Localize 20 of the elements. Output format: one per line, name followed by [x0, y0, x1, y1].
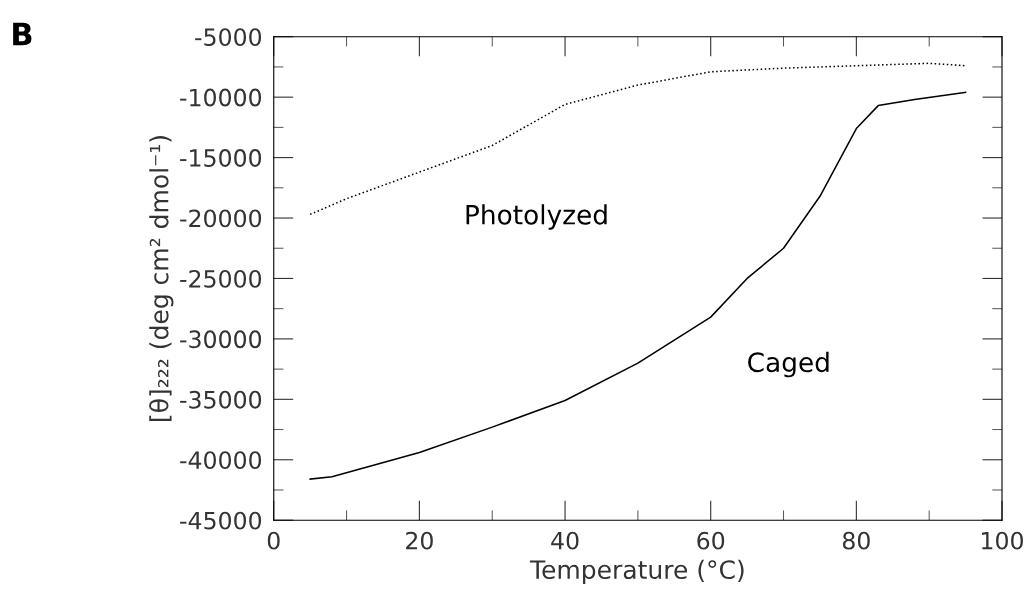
- y-tick-label: -30000: [180, 330, 262, 349]
- x-axis-title: Temperature (°C): [529, 559, 744, 584]
- y-tick-label: -5000: [195, 28, 262, 47]
- y-tick-label: -20000: [180, 209, 262, 228]
- y-tick-label: -25000: [180, 269, 262, 288]
- x-tick-label: 100: [982, 531, 1023, 550]
- y-tick-label: -15000: [180, 149, 262, 167]
- x-tick-label: 40: [551, 531, 579, 550]
- y-tick-label: -45000: [180, 511, 262, 530]
- text: B: [13, 22, 32, 46]
- x-tick-label: 20: [406, 531, 433, 550]
- y-tick-label: -40000: [180, 451, 262, 470]
- x-tick-label: 80: [842, 531, 870, 550]
- y-tick-label: -10000: [180, 88, 262, 107]
- y-tick-label: -35000: [180, 390, 262, 409]
- x-tick-label: 0: [267, 531, 280, 550]
- y-axis-title: [θ]₂₂₂ (deg cm² dmol⁻¹): [149, 136, 174, 421]
- series-label: Caged: [748, 351, 829, 378]
- series-label: Photolyzed: [466, 204, 607, 230]
- x-tick-label: 60: [697, 531, 725, 550]
